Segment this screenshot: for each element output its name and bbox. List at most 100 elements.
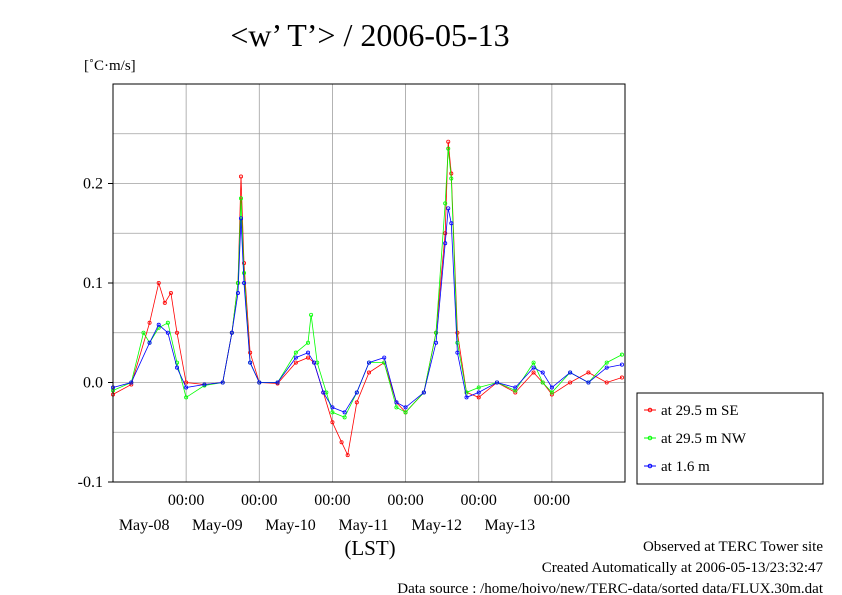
legend-marker: [647, 435, 653, 441]
data-point: [394, 400, 399, 405]
data-point: [238, 196, 243, 201]
series-line: [112, 148, 623, 418]
data-point: [531, 365, 536, 370]
data-point: [455, 350, 460, 355]
data-point: [141, 330, 146, 335]
data-point: [568, 370, 573, 375]
chart-title: <w’ T’> / 2006-05-13: [230, 17, 509, 53]
data-point: [366, 370, 371, 375]
data-point: [434, 340, 439, 345]
data-point: [494, 380, 499, 385]
data-point: [330, 410, 335, 415]
data-point: [147, 340, 152, 345]
data-point: [306, 340, 311, 345]
data-point: [394, 405, 399, 410]
legend-label: at 29.5 m SE: [661, 403, 739, 419]
data-point: [306, 350, 311, 355]
data-point: [162, 300, 167, 305]
data-point: [156, 280, 161, 285]
data-point: [604, 365, 609, 370]
x-tick-label: 00:00: [460, 492, 496, 509]
data-point: [446, 206, 451, 211]
data-point: [235, 290, 240, 295]
x-tick-label: 00:00: [168, 492, 204, 509]
data-point: [229, 330, 234, 335]
data-point: [129, 380, 134, 385]
data-point: [342, 415, 347, 420]
data-point: [257, 380, 262, 385]
data-point: [476, 390, 481, 395]
data-point: [549, 385, 554, 390]
data-point: [248, 360, 253, 365]
y-tick-label: 0.0: [83, 375, 103, 392]
footer-observed: Observed at TERC Tower site: [643, 539, 823, 555]
y-tick-label: 0.1: [83, 275, 103, 292]
data-point: [421, 390, 426, 395]
data-point: [604, 360, 609, 365]
data-point: [174, 330, 179, 335]
data-point: [513, 385, 518, 390]
data-point: [293, 360, 298, 365]
legend-box: [636, 392, 824, 485]
x-tick-label: 00:00: [534, 492, 570, 509]
legend: at 29.5 m SE at 29.5 m NW at 1.6 m: [636, 392, 824, 485]
data-point: [568, 380, 573, 385]
data-point: [540, 380, 545, 385]
data-point: [220, 380, 225, 385]
data-point: [147, 320, 152, 325]
data-point: [540, 370, 545, 375]
data-point: [306, 355, 311, 360]
series-plot-area: [111, 139, 624, 458]
data-point: [174, 365, 179, 370]
x-date-label: May-10: [265, 517, 316, 534]
series-0: [111, 139, 624, 458]
data-point: [464, 390, 469, 395]
data-point: [321, 390, 326, 395]
footer-source: Data source : /home/hoivo/new/TERC-data/…: [397, 581, 824, 595]
data-point: [309, 312, 314, 317]
legend-label: at 29.5 m NW: [661, 431, 747, 447]
legend-marker: [647, 407, 653, 413]
data-point: [449, 221, 454, 226]
data-point: [476, 385, 481, 390]
legend-marker: [647, 463, 653, 469]
data-point: [165, 330, 170, 335]
data-point: [354, 390, 359, 395]
footer-created: Created Automatically at 2006-05-13/23:3…: [542, 560, 824, 576]
data-point: [242, 271, 247, 276]
data-point: [330, 420, 335, 425]
data-point: [619, 375, 624, 380]
data-point: [156, 322, 161, 327]
data-point: [382, 355, 387, 360]
x-date-label: May-08: [119, 517, 170, 534]
grid-lines: [113, 84, 625, 482]
data-point: [619, 362, 624, 367]
data-point: [443, 201, 448, 206]
data-point: [366, 360, 371, 365]
data-point: [184, 395, 189, 400]
data-point: [238, 216, 243, 221]
data-point: [184, 380, 189, 385]
axis-labels: 0.2 0.1 0.0 -0.1 00:00 00:00 00:00 00:00 00:00 00…: [78, 176, 570, 535]
data-point: [586, 370, 591, 375]
y-tick-label: 0.2: [83, 176, 103, 193]
data-point: [446, 146, 451, 151]
data-point: [184, 385, 189, 390]
x-tick-label: 00:00: [241, 492, 277, 509]
data-point: [202, 382, 207, 387]
x-date-label: May-09: [192, 517, 243, 534]
data-point: [168, 290, 173, 295]
data-point: [604, 380, 609, 385]
data-point: [330, 405, 335, 410]
data-point: [345, 453, 350, 458]
data-point: [619, 352, 624, 357]
data-point: [293, 350, 298, 355]
series-2: [111, 206, 624, 415]
x-date-label: May-12: [411, 517, 462, 534]
data-point: [403, 405, 408, 410]
data-point: [464, 395, 469, 400]
data-point: [354, 400, 359, 405]
x-axis-label: (LST): [344, 536, 395, 560]
data-point: [293, 355, 298, 360]
